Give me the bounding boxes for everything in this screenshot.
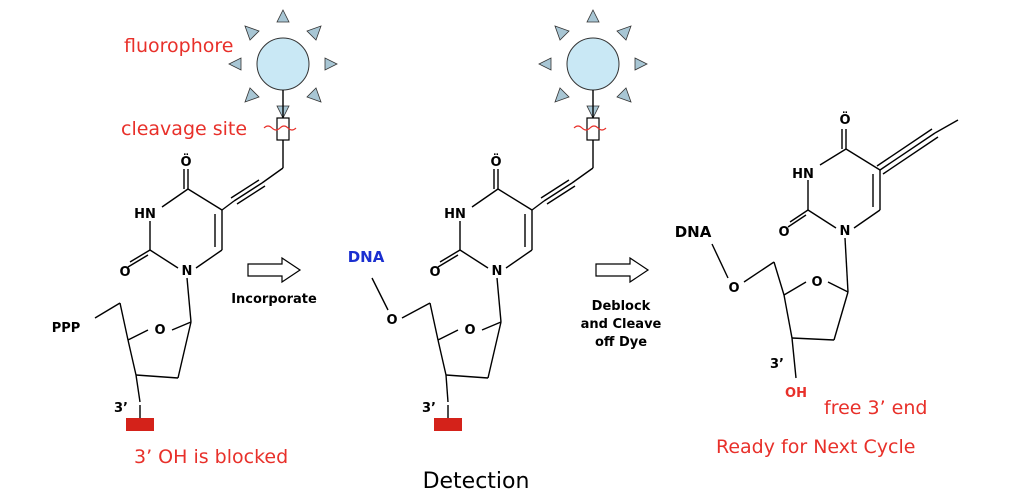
atom-hn: HN (792, 167, 814, 182)
deblock-label-line2: and Cleave (581, 317, 662, 332)
block-icon (434, 418, 462, 431)
atom-n: N (492, 264, 503, 279)
three-prime-label: 3’ (422, 401, 436, 416)
dna-label: DNA (675, 223, 712, 241)
incorporate-label: Incorporate (231, 292, 317, 307)
atom-o-phosphate: O (728, 281, 739, 296)
atom-o-sugar: O (154, 323, 165, 338)
three-prime-label: 3’ (114, 401, 128, 416)
detection-caption: Detection (423, 469, 530, 494)
block-icon (126, 418, 154, 431)
fluorophore-icon (538, 9, 648, 119)
atom-o-left: O (778, 225, 789, 240)
fluorophore-label: fluorophore (124, 35, 233, 57)
atom-hn: HN (444, 207, 466, 222)
atom-o-sugar: O (811, 275, 822, 290)
atom-o-sugar: O (464, 323, 475, 338)
cleavage-site-label: cleavage site (121, 118, 247, 140)
oh-label: OH (785, 386, 807, 401)
atom-hn: HN (134, 207, 156, 222)
panel-free-end: Ö HN O N O O DNA 3’ OH free 3’ end Ready… (675, 112, 959, 458)
atom-o-top: Ö (490, 154, 501, 170)
three-prime-label: 3’ (770, 357, 784, 372)
dna-label: DNA (348, 248, 385, 266)
atom-o-phosphate: O (386, 313, 397, 328)
cleavage-site-icon (573, 117, 607, 141)
atom-o-top: Ö (839, 112, 850, 128)
ready-label: Ready for Next Cycle (716, 436, 915, 458)
atom-n: N (840, 224, 851, 239)
atom-o-left: O (119, 265, 130, 280)
deblock-label-line1: Deblock (592, 299, 651, 314)
atom-o-left: O (429, 265, 440, 280)
free-end-label: free 3’ end (824, 397, 927, 419)
cleavage-site-icon (263, 117, 297, 141)
atom-o-top: Ö (180, 154, 191, 170)
blocked-label: 3’ OH is blocked (134, 446, 288, 468)
arrow-right-icon (595, 256, 650, 284)
arrow-right-icon (247, 256, 302, 284)
atom-n: N (182, 264, 193, 279)
panel-detection: Ö HN O N O O DNA 3’ (348, 9, 648, 431)
panel-blocked-nucleotide: Ö HN O N O PPP 3’ fluorophore cleavage s… (52, 9, 338, 468)
deblock-label-line3: off Dye (595, 335, 647, 350)
ppp-label: PPP (52, 321, 81, 336)
